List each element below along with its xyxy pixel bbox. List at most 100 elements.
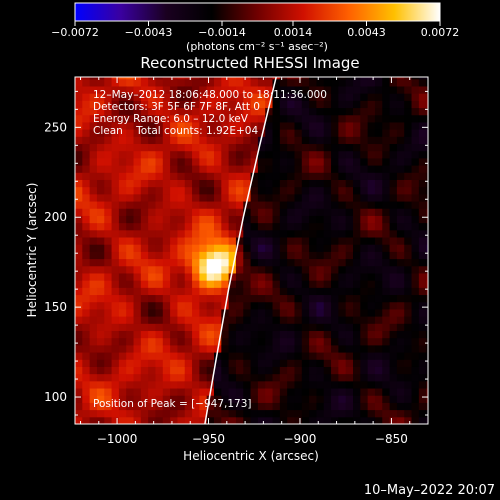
heatmap-cell	[111, 186, 120, 195]
heatmap-cell	[272, 258, 281, 267]
heatmap-cell	[199, 157, 208, 166]
heatmap-cell	[250, 416, 259, 424]
heatmap-cell	[279, 251, 288, 260]
heatmap-cell	[382, 114, 391, 123]
heatmap-cell	[199, 337, 208, 346]
heatmap-cell	[140, 388, 149, 396]
heatmap-cell	[243, 215, 252, 224]
heatmap-cell	[140, 179, 149, 188]
heatmap-cell	[287, 316, 295, 324]
heatmap-cell	[96, 77, 105, 80]
heatmap-cell	[75, 150, 83, 159]
heatmap-cell	[82, 121, 91, 130]
heatmap-cell	[133, 136, 142, 145]
heatmap-cell	[301, 165, 310, 173]
heatmap-cell	[418, 229, 427, 238]
heatmap-cell	[75, 388, 83, 396]
heatmap-cell	[374, 157, 383, 166]
heatmap-cell	[155, 308, 164, 317]
heatmap-cell	[426, 359, 428, 367]
heatmap-cell	[162, 150, 171, 159]
heatmap-cell	[177, 107, 186, 116]
heatmap-cell	[75, 294, 83, 303]
heatmap-cell	[418, 78, 427, 87]
heatmap-cell	[243, 114, 252, 123]
heatmap-cell	[235, 193, 244, 202]
heatmap-cell	[199, 222, 208, 231]
heatmap-cell	[243, 121, 252, 130]
heatmap-cell	[206, 172, 215, 180]
heatmap-cell	[126, 215, 135, 224]
heatmap-cell	[250, 107, 259, 116]
heatmap-cell	[170, 366, 178, 375]
heatmap-cell	[89, 143, 98, 152]
heatmap-cell	[338, 157, 347, 166]
heatmap-cell	[294, 93, 303, 101]
heatmap-cell	[309, 222, 317, 231]
heatmap-cell	[404, 409, 413, 418]
heatmap-cell	[104, 121, 113, 130]
heatmap-cell	[104, 258, 113, 267]
heatmap-cell	[257, 330, 266, 339]
heatmap-cell	[250, 373, 259, 382]
heatmap-cell	[309, 77, 317, 80]
heatmap-cell	[367, 251, 376, 260]
heatmap-cell	[345, 208, 354, 216]
heatmap-cell	[426, 373, 428, 382]
heatmap-cell	[272, 193, 281, 202]
footer-timestamp: 10–May–2022 20:07	[364, 483, 495, 498]
heatmap-cell	[418, 179, 427, 188]
heatmap-cell	[177, 186, 186, 195]
heatmap-cell	[389, 201, 398, 209]
heatmap-cell	[243, 280, 252, 288]
heatmap-cell	[396, 193, 405, 202]
heatmap-cell	[250, 121, 259, 130]
heatmap-cell	[221, 251, 230, 260]
heatmap-cell	[162, 366, 171, 375]
heatmap-cell	[418, 85, 427, 94]
heatmap-cell	[214, 201, 222, 209]
heatmap-cell	[221, 352, 230, 360]
heatmap-cell	[353, 229, 361, 238]
heatmap-cell	[250, 402, 259, 411]
heatmap-cell	[316, 77, 325, 80]
heatmap-cell	[170, 244, 178, 252]
heatmap-cell	[118, 165, 127, 173]
heatmap-cell	[323, 344, 332, 353]
heatmap-cell	[133, 85, 142, 94]
heatmap-cell	[411, 143, 420, 152]
heatmap-cell	[221, 114, 230, 123]
heatmap-cell	[265, 373, 274, 382]
heatmap-cell	[396, 359, 405, 367]
heatmap-cell	[396, 85, 405, 94]
heatmap-cell	[199, 100, 208, 109]
heatmap-cell	[162, 258, 171, 267]
heatmap-cell	[338, 380, 347, 389]
heatmap-cell	[309, 308, 317, 317]
heatmap-cell	[301, 215, 310, 224]
heatmap-cell	[323, 395, 332, 403]
heatmap-cell	[82, 78, 91, 87]
y-axis-label: Heliocentric Y (arcsec)	[25, 183, 39, 318]
heatmap-cell	[177, 215, 186, 224]
heatmap-cell	[243, 222, 252, 231]
heatmap-cell	[148, 85, 156, 94]
heatmap-cell	[316, 352, 325, 360]
heatmap-cell	[206, 308, 215, 317]
heatmap-cell	[148, 215, 156, 224]
heatmap-cell	[162, 301, 171, 310]
heatmap-cell	[294, 330, 303, 339]
heatmap-cell	[214, 280, 222, 288]
heatmap-cell	[294, 380, 303, 389]
heatmap-cell	[214, 172, 222, 180]
heatmap-cell	[367, 93, 376, 101]
heatmap-cell	[316, 308, 325, 317]
heatmap-cell	[235, 280, 244, 288]
heatmap-cell	[411, 129, 420, 137]
heatmap-cell	[170, 193, 178, 202]
heatmap-cell	[111, 85, 120, 94]
heatmap-cell	[257, 172, 266, 180]
heatmap-cell	[111, 143, 120, 152]
heatmap-cell	[104, 157, 113, 166]
heatmap-cell	[111, 93, 120, 101]
